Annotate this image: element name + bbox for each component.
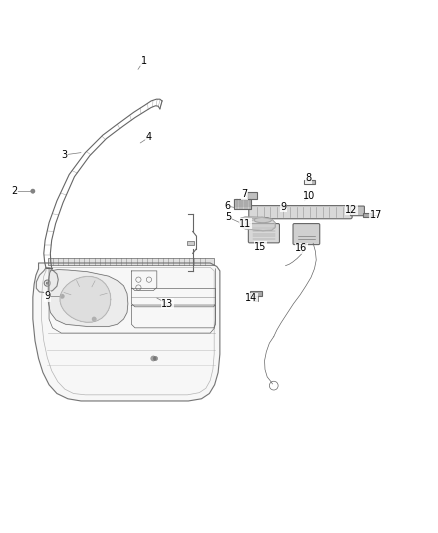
Text: 5: 5 [226,213,232,222]
Text: 15: 15 [254,242,267,252]
Polygon shape [48,270,128,327]
Text: 10: 10 [303,191,315,201]
Text: 2: 2 [11,186,17,196]
Circle shape [46,282,49,285]
FancyBboxPatch shape [363,213,371,217]
Text: 1: 1 [141,55,147,66]
Polygon shape [60,277,111,322]
Text: 9: 9 [44,291,50,301]
Circle shape [60,294,64,298]
Text: 4: 4 [146,132,152,142]
Polygon shape [36,268,58,293]
Circle shape [153,356,158,361]
Polygon shape [240,217,275,231]
Polygon shape [48,270,128,327]
FancyBboxPatch shape [293,223,320,245]
Text: 11: 11 [239,219,251,229]
Text: 6: 6 [225,201,231,211]
Text: 13: 13 [161,298,173,309]
FancyBboxPatch shape [187,241,194,246]
Text: 3: 3 [62,150,68,160]
FancyBboxPatch shape [253,296,258,301]
Polygon shape [240,217,275,231]
FancyBboxPatch shape [247,192,257,199]
Text: 9: 9 [281,202,287,212]
FancyBboxPatch shape [234,199,251,209]
Polygon shape [33,263,220,401]
FancyBboxPatch shape [304,180,315,184]
Polygon shape [60,277,111,322]
Circle shape [31,189,35,193]
Polygon shape [33,263,220,401]
Circle shape [151,356,156,361]
Text: 8: 8 [306,173,312,183]
Ellipse shape [254,217,272,223]
FancyBboxPatch shape [250,290,262,296]
Text: 7: 7 [241,189,247,199]
Circle shape [92,317,96,321]
Text: 12: 12 [345,205,357,215]
Text: 17: 17 [370,210,382,220]
FancyBboxPatch shape [350,206,364,216]
FancyBboxPatch shape [48,258,214,265]
Text: 14: 14 [245,293,258,303]
Text: 16: 16 [295,243,307,253]
FancyBboxPatch shape [248,223,279,243]
FancyBboxPatch shape [249,206,352,219]
